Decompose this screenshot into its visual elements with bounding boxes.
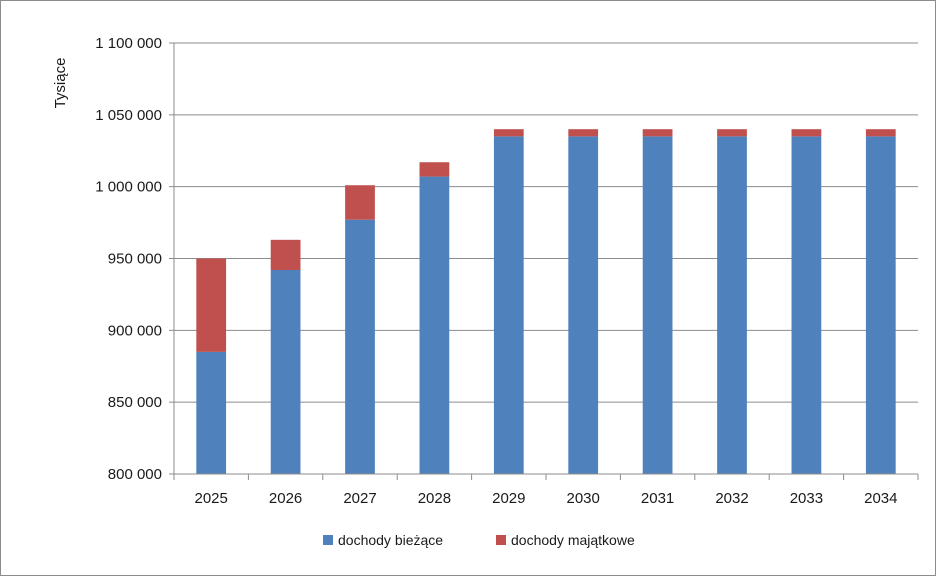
y-tick-label: 850 000 (108, 394, 162, 411)
bars (196, 129, 896, 475)
x-tick-label: 2029 (492, 490, 525, 507)
x-tick-labels: 2025 2026 2027 2028 2029 2030 2031 2032 2033 2034 (195, 490, 898, 507)
y-tick-label: 900 000 (108, 322, 162, 339)
y-tick-label: 1 000 000 (95, 179, 162, 196)
bar-2030-dochody-biezace (568, 136, 599, 474)
y-tick-label: 800 000 (108, 466, 162, 483)
axes (173, 43, 919, 480)
x-tick-label: 2033 (790, 490, 823, 507)
bar-2026-dochody-majatkowe (270, 239, 301, 270)
bar-2029-dochody-majatkowe (493, 129, 524, 137)
bar-2025-dochody-majatkowe (196, 258, 227, 352)
legend-label-dochody-majatkowe: dochody majątkowe (511, 532, 635, 548)
bar-2027-dochody-biezace (345, 219, 375, 474)
bar-2032-dochody-majatkowe (717, 129, 747, 137)
y-tick-label: 1 100 000 (95, 35, 162, 52)
bar-2026-dochody-biezace (270, 269, 301, 474)
x-tick-label: 2031 (641, 490, 674, 507)
bar-2031-dochody-majatkowe (642, 129, 673, 137)
x-tick-label: 2027 (343, 490, 376, 507)
bar-2034-dochody-majatkowe (865, 129, 896, 137)
legend: dochody bieżące dochody majątkowe (323, 532, 635, 548)
bar-2028-dochody-majatkowe (419, 162, 450, 177)
bar-2025-dochody-biezace (196, 351, 227, 474)
bar-2032-dochody-biezace (717, 136, 747, 474)
legend-swatch-dochody-majatkowe (496, 535, 506, 545)
bar-2034-dochody-biezace (865, 136, 896, 474)
x-tick-label: 2034 (864, 490, 897, 507)
y-tick-labels: 800 000 850 000 900 000 950 000 1 000 000 1 0… (95, 35, 162, 483)
bar-2030-dochody-majatkowe (568, 129, 599, 137)
x-tick-label: 2026 (269, 490, 302, 507)
bar-2033-dochody-majatkowe (791, 129, 822, 137)
legend-label-dochody-biezace: dochody bieżące (338, 532, 443, 548)
y-tick-label: 950 000 (108, 251, 162, 268)
bar-2031-dochody-biezace (642, 136, 673, 474)
y-axis-title: Tysiące (52, 58, 69, 109)
bar-2033-dochody-biezace (791, 136, 822, 474)
x-tick-label: 2028 (418, 490, 451, 507)
legend-swatch-dochody-biezace (323, 535, 333, 545)
bar-2027-dochody-majatkowe (345, 185, 375, 220)
x-tick-label: 2030 (567, 490, 600, 507)
y-tick-label: 1 050 000 (95, 107, 162, 124)
bar-2028-dochody-biezace (419, 176, 450, 475)
x-tick-label: 2032 (715, 490, 748, 507)
bar-2029-dochody-biezace (493, 136, 524, 474)
x-tick-label: 2025 (195, 490, 228, 507)
